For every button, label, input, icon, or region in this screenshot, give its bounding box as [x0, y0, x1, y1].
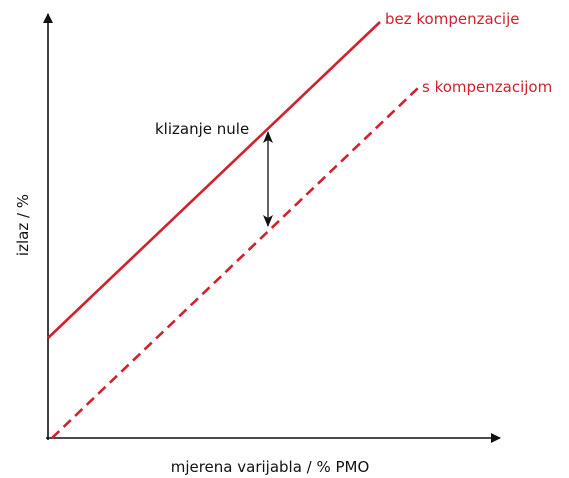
line-without-compensation: [47, 21, 381, 339]
label-drift: klizanje nule: [155, 120, 249, 138]
label-without: bez kompenzacije: [385, 10, 519, 28]
y-axis-label: izlaz / %: [14, 194, 32, 256]
label-with: s kompenzacijom: [422, 78, 552, 96]
line-with-compensation: [51, 87, 419, 439]
x-axis-label: mjerena varijabla / % PMO: [171, 458, 370, 476]
